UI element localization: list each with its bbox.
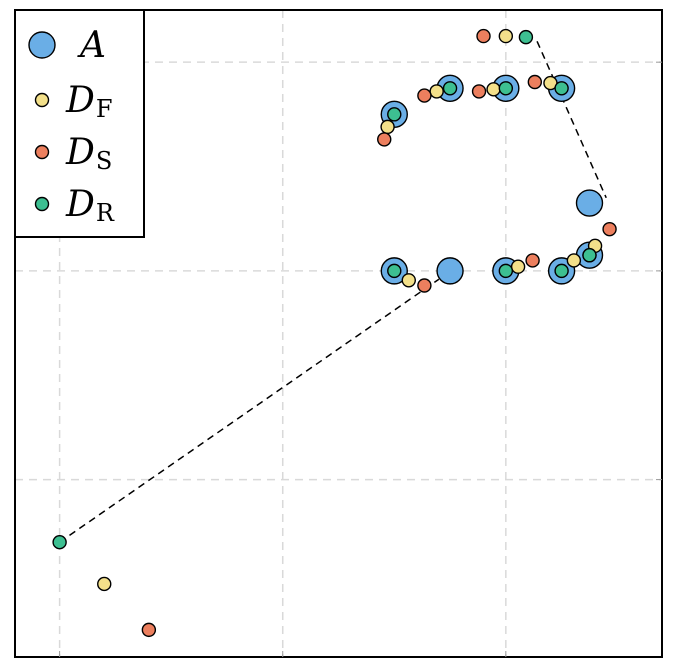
point-d-r-4 xyxy=(582,248,597,263)
point-d-s-0 xyxy=(141,622,157,638)
series-d-f xyxy=(97,28,603,592)
legend-marker-d-f xyxy=(34,92,50,108)
legend-label-d-r: DR xyxy=(65,184,115,227)
point-d-f-3 xyxy=(566,253,582,268)
legend-marker-d-s xyxy=(34,144,50,160)
point-d-f-2 xyxy=(510,259,526,274)
data-points xyxy=(52,28,617,638)
point-a-5 xyxy=(575,189,604,217)
point-d-f-8 xyxy=(380,119,395,135)
point-d-f-0 xyxy=(97,576,112,592)
point-d-f-7 xyxy=(429,84,444,99)
legend-subscript-d-f: F xyxy=(96,95,113,123)
legend-subscript-d-s: S xyxy=(96,147,112,175)
point-d-s-4 xyxy=(602,221,617,237)
legend-subscript-d-r: R xyxy=(96,199,115,227)
point-d-r-1 xyxy=(387,263,402,279)
point-a-1 xyxy=(436,257,464,285)
legend-marker-d-r xyxy=(34,196,50,212)
point-d-f-6 xyxy=(486,82,501,97)
dashed-connectors xyxy=(59,41,607,543)
point-d-r-3 xyxy=(554,263,569,279)
point-d-r-2 xyxy=(498,263,514,279)
legend-label-a: A xyxy=(77,25,106,66)
point-d-f-1 xyxy=(401,273,416,288)
series-d-r xyxy=(52,29,597,550)
point-d-r-0 xyxy=(52,535,67,550)
legend-marker-a xyxy=(28,31,56,59)
series-a xyxy=(380,74,604,285)
plot-frame xyxy=(14,9,663,658)
point-d-r-8 xyxy=(387,107,402,122)
point-d-r-5 xyxy=(554,81,569,96)
point-d-s-1 xyxy=(417,278,432,293)
series-d-s xyxy=(141,28,617,638)
point-d-r-7 xyxy=(442,81,458,96)
dashed-connector-0 xyxy=(59,278,440,543)
point-d-r-6 xyxy=(498,81,514,96)
point-d-s-7 xyxy=(417,88,432,103)
dashed-connector-1 xyxy=(536,41,607,199)
point-d-s-8 xyxy=(377,132,392,147)
legend-label-d-s: DS xyxy=(65,132,112,175)
point-d-s-9 xyxy=(476,28,491,44)
legend-label-d-f: DF xyxy=(65,80,113,123)
point-d-s-2 xyxy=(525,253,540,268)
legend: A DF DS DR xyxy=(14,9,145,238)
point-d-f-9 xyxy=(498,28,514,44)
axis-ticks xyxy=(59,61,662,657)
point-d-r-9 xyxy=(518,29,534,45)
point-d-s-6 xyxy=(471,84,487,99)
point-d-s-5 xyxy=(527,74,543,90)
